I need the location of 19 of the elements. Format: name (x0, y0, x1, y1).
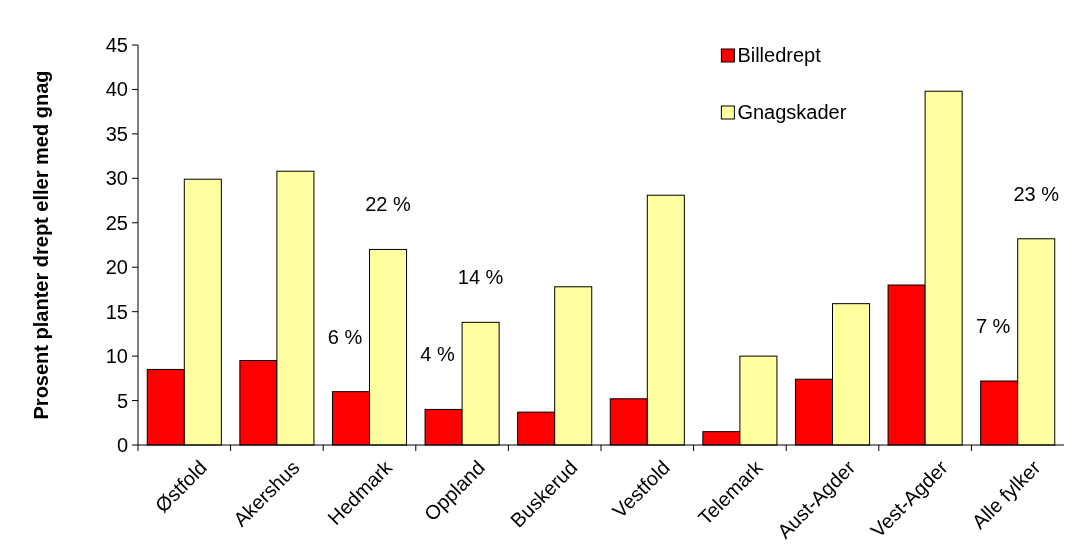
data-label: 14 % (457, 266, 504, 289)
data-label: 6 % (327, 325, 363, 348)
data-label: 23 % (1013, 182, 1060, 205)
y-axis-title: Prosent planter drept eller med gnag (30, 70, 52, 420)
y-tick-label: 25 (105, 211, 128, 234)
legend-label: Billedrept (737, 44, 822, 66)
y-tick-label: 40 (105, 78, 128, 101)
y-tick-label: 15 (105, 300, 128, 323)
data-label: 4 % (420, 343, 456, 366)
y-tick-label: 30 (105, 167, 128, 190)
data-label: 22 % (365, 193, 412, 216)
y-tick-label: 45 (105, 34, 128, 56)
y-tick-label: 35 (105, 122, 128, 145)
data-label: 7 % (975, 315, 1011, 337)
y-tick-label: 10 (105, 345, 128, 368)
y-tick-label: 20 (105, 256, 128, 279)
y-tick-label: 5 (116, 389, 128, 412)
y-tick-label: 0 (116, 434, 128, 456)
legend-label: Gnagskader (737, 101, 847, 123)
